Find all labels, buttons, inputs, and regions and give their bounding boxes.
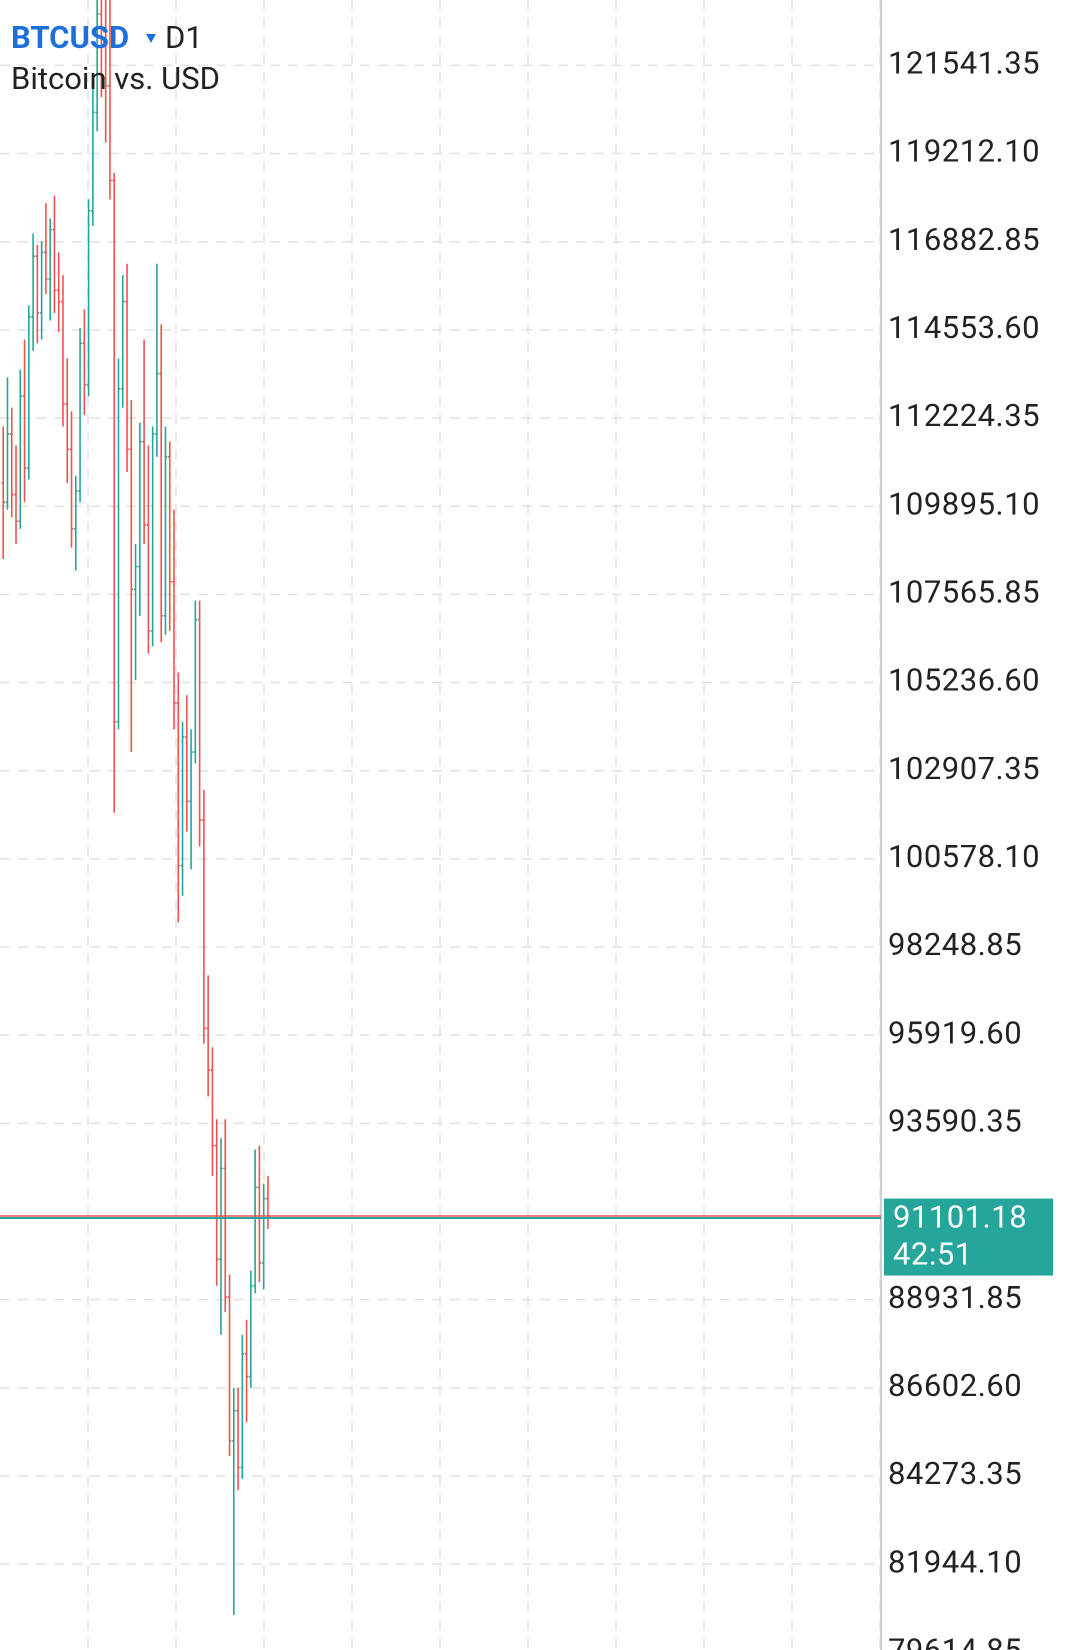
- price-tag: [884, 1198, 1053, 1276]
- countdown-label: 42:51: [893, 1236, 973, 1273]
- y-tick-label: 98248.85: [888, 926, 1022, 963]
- y-tick-label: 107565.85: [888, 574, 1040, 611]
- y-tick-label: 88931.85: [888, 1279, 1022, 1316]
- y-tick-label: 105236.60: [888, 662, 1040, 699]
- subtitle: Bitcoin vs. USD: [11, 60, 220, 97]
- y-tick-label: 119212.10: [888, 133, 1040, 170]
- y-tick-label: 86602.60: [888, 1367, 1022, 1404]
- y-tick-label: 114553.60: [888, 309, 1040, 346]
- y-tick-label: 116882.85: [888, 221, 1040, 258]
- y-tick-label: 112224.35: [888, 397, 1040, 434]
- symbol-dropdown[interactable]: [146, 34, 156, 43]
- y-tick-label: 100578.10: [888, 838, 1040, 875]
- y-tick-label: 121541.35: [888, 45, 1040, 82]
- y-tick-label: 95919.60: [888, 1014, 1022, 1051]
- y-tick-label: 81944.10: [888, 1543, 1022, 1580]
- timeframe[interactable]: D1: [165, 19, 203, 56]
- y-tick-label: 93590.35: [888, 1103, 1022, 1140]
- symbol: BTCUSD: [11, 19, 129, 56]
- last-price-label: 91101.18: [893, 1199, 1027, 1236]
- y-tick-label: 109895.10: [888, 485, 1040, 522]
- y-tick-label: 102907.35: [888, 750, 1040, 787]
- y-tick-label: 79614.85: [888, 1632, 1022, 1650]
- y-tick-label: 84273.35: [888, 1455, 1022, 1492]
